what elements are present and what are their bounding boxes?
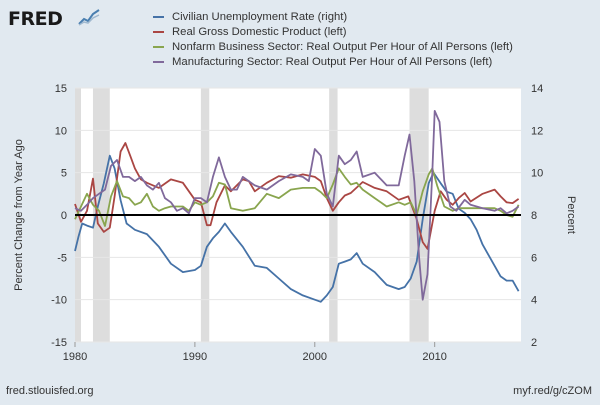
legend-item-manufacturing[interactable]: Manufacturing Sector: Real Output Per Ho… — [153, 54, 513, 69]
legend-swatch — [153, 30, 164, 33]
series-line-2 — [74, 167, 520, 227]
y-tick-label-right: 6 — [531, 252, 537, 264]
source-link[interactable]: fred.stlouisfed.org — [6, 385, 94, 397]
x-tick-label: 2000 — [303, 351, 327, 363]
y-axis-title-left: Percent Change from Year Ago — [13, 139, 25, 291]
legend-item-unemployment[interactable]: Civilian Unemployment Rate (right) — [153, 9, 513, 24]
plot-area — [74, 87, 521, 343]
legend-item-gdp[interactable]: Real Gross Domestic Product (left) — [153, 24, 513, 39]
series-line-3 — [74, 110, 520, 301]
y-axis-title-right: Percent — [565, 196, 577, 234]
y-tick-label-right: 2 — [531, 337, 537, 349]
y-tick-label-left: 5 — [61, 168, 67, 180]
line-chart: -15 -10 -5 0 5 10 15 2 4 6 8 10 12 14 1980 1990 2000 2010… — [13, 83, 577, 363]
chart-legend: Civilian Unemployment Rate (right) Real … — [153, 9, 513, 69]
y-tick-label-left: -10 — [51, 295, 67, 307]
legend-item-nonfarm[interactable]: Nonfarm Business Sector: Real Output Per… — [153, 39, 513, 54]
y-tick-label-left: -5 — [57, 252, 67, 264]
y-tick-label-left: 0 — [61, 210, 67, 222]
axes: -15 -10 -5 0 5 10 15 2 4 6 8 10 12 14 1980 1990 2000 2010… — [13, 83, 577, 363]
y-tick-label-right: 12 — [531, 125, 543, 137]
x-tick-label: 1990 — [183, 351, 207, 363]
legend-label: Nonfarm Business Sector: Real Output Per… — [172, 40, 513, 53]
legend-label: Civilian Unemployment Rate (right) — [172, 10, 348, 23]
legend-swatch — [153, 45, 164, 48]
line-graph-icon — [78, 8, 100, 26]
fred-logo[interactable]: FRED — [8, 8, 63, 30]
x-tick-label: 2010 — [422, 351, 446, 363]
legend-swatch — [153, 60, 164, 63]
legend-label: Manufacturing Sector: Real Output Per Ho… — [172, 55, 493, 68]
y-tick-label-right: 14 — [531, 83, 543, 95]
x-tick-label: 1980 — [63, 351, 87, 363]
y-tick-label-right: 8 — [531, 210, 537, 222]
y-tick-label-left: 10 — [55, 125, 67, 137]
legend-label: Real Gross Domestic Product (left) — [172, 25, 347, 38]
y-tick-label-right: 4 — [531, 295, 537, 307]
short-url-link[interactable]: myf.red/g/cZOM — [513, 385, 592, 397]
y-tick-label-left: 15 — [55, 83, 67, 95]
legend-swatch — [153, 15, 164, 18]
y-tick-label-right: 10 — [531, 168, 543, 180]
y-tick-label-left: -15 — [51, 337, 67, 349]
